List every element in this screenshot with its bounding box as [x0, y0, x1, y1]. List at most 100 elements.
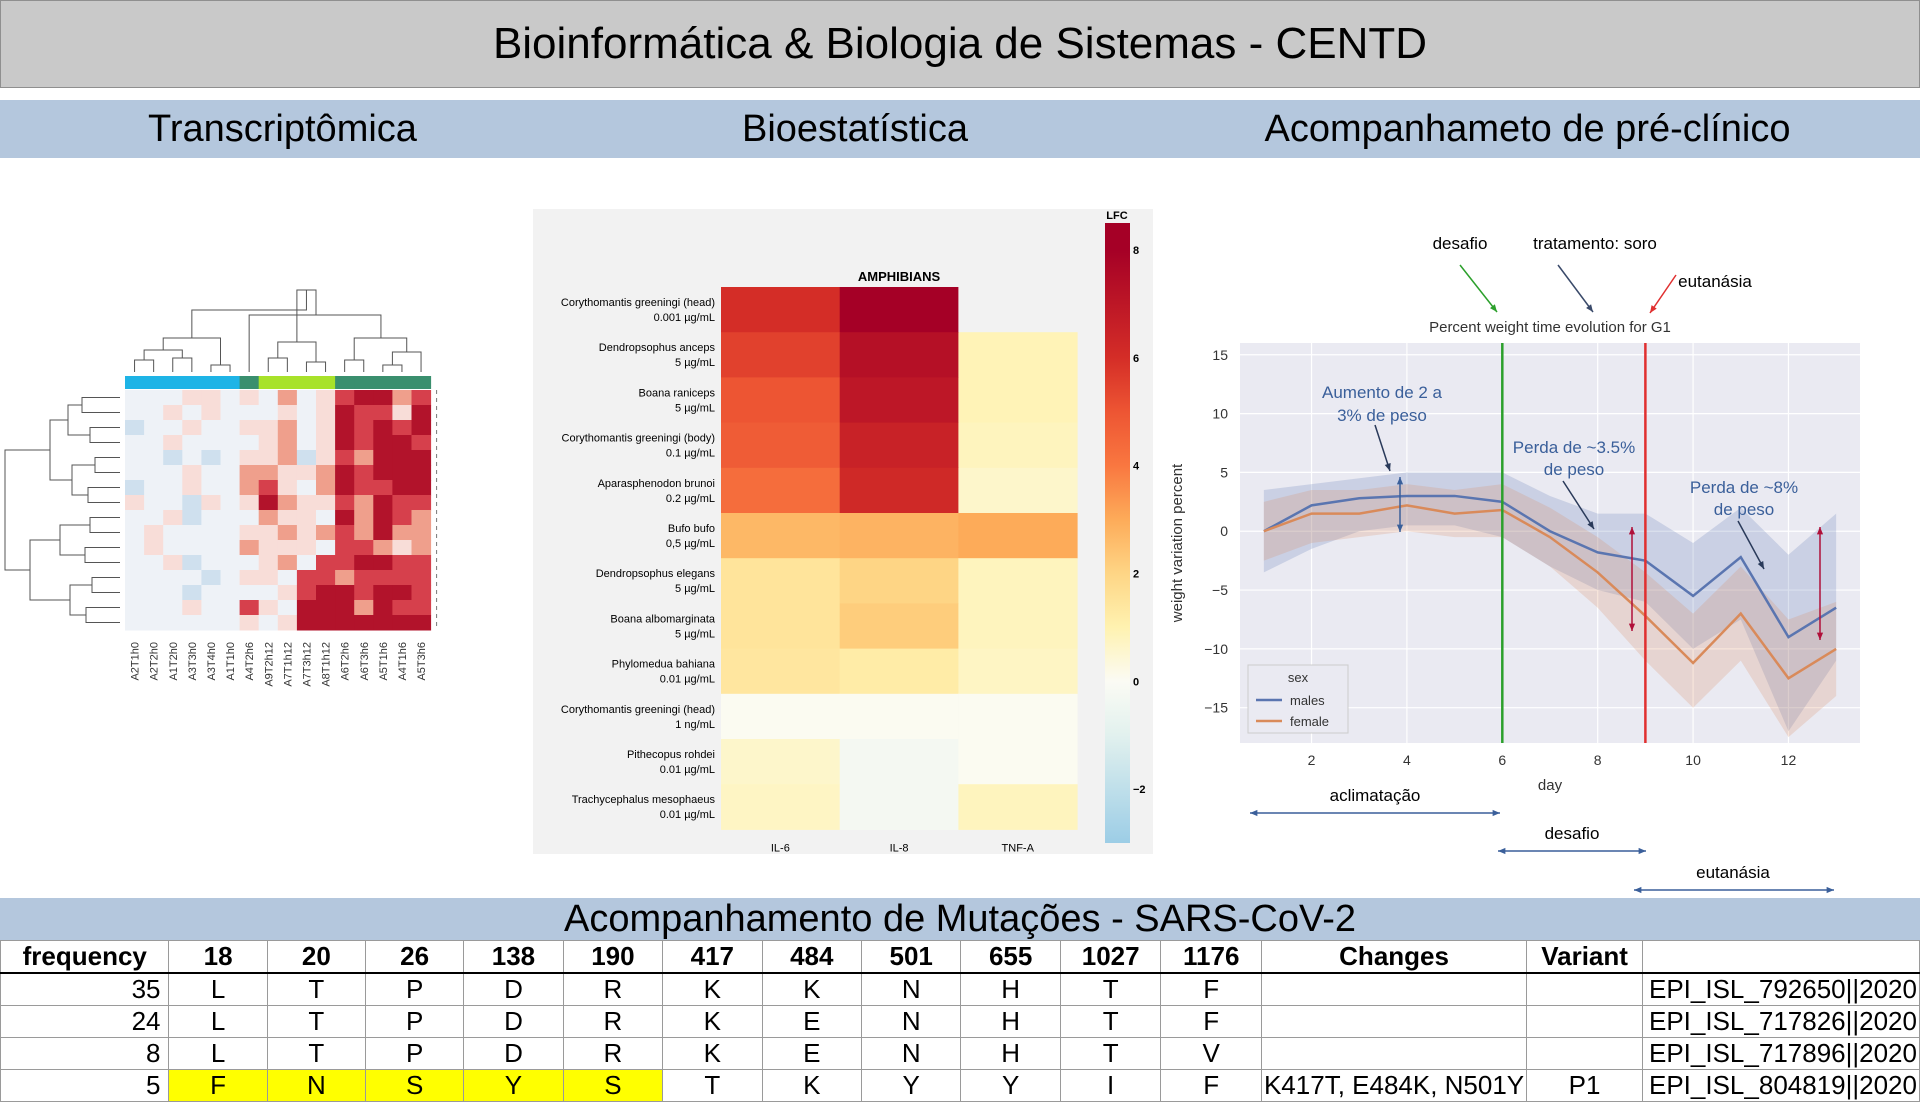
heatmap-cell	[373, 510, 393, 526]
mutations-table: frequency 18 20 26 138 190 417 484 501 655 1027 117…	[0, 940, 1920, 1102]
colorbar-tick: 4	[1133, 461, 1140, 473]
x-tick-label: 8	[1594, 752, 1602, 768]
heatmap-cell	[958, 648, 1078, 695]
heatmap-cell	[373, 570, 393, 586]
table-cell: 24	[0, 1005, 170, 1038]
heatmap-cell	[373, 435, 393, 451]
column-header: 655	[960, 940, 1061, 974]
heatmap-cell	[125, 390, 145, 406]
table-cell: N	[266, 1069, 366, 1102]
arrow-treatment-head	[1586, 304, 1593, 312]
group-color-cell	[373, 376, 393, 389]
column-label: A1T1h0	[225, 642, 237, 681]
heatmap-cell	[258, 510, 279, 526]
table-row: 24 L T P D R K E N H T F EPI_ISL_717826||2020	[0, 1005, 1920, 1038]
arrow-gain-head	[1384, 463, 1391, 471]
annotation-gain-line2: 3% de peso	[1337, 406, 1427, 425]
row-dendrogram	[4, 397, 120, 623]
table-cell: 8	[0, 1037, 170, 1070]
heatmap-cell	[163, 405, 183, 421]
heatmap-cell	[144, 570, 164, 586]
heatmap-cell	[125, 570, 145, 586]
heatmap-cell	[392, 600, 412, 616]
dendrogram-link	[49, 419, 72, 481]
dendrogram-link	[4, 449, 50, 571]
column-label: IL-8	[890, 842, 909, 854]
heatmap-cell	[958, 332, 1078, 378]
heatmap-cell	[144, 585, 164, 601]
heatmap-cell	[258, 570, 279, 586]
table-header-row: frequency 18 20 26 138 190 417 484 501 655 1027 117…	[0, 940, 1920, 974]
heatmap-cell	[182, 540, 202, 556]
heatmap-cell	[958, 693, 1078, 740]
table-cell: F	[168, 1069, 268, 1102]
heatmap-cell	[239, 525, 260, 541]
heatmap-cell	[335, 600, 355, 616]
table-cell: T	[266, 1037, 366, 1070]
heatmap-cell	[258, 390, 279, 406]
dendrogram-link	[134, 359, 155, 372]
column-label: A3T4h0	[206, 642, 218, 681]
table-cell: S	[562, 1069, 664, 1102]
heatmap-cell	[958, 784, 1078, 830]
heatmap-cell	[958, 287, 1078, 333]
row-label: Corythomantis greeningi (head)	[561, 297, 715, 309]
heatmap-cell	[839, 739, 959, 785]
heatmap-cell	[144, 405, 164, 421]
heatmap-cell	[392, 510, 412, 526]
heatmap-cell	[354, 390, 374, 406]
column-label: A1T2h0	[168, 642, 180, 681]
arrow-gain	[1374, 424, 1391, 472]
heatmap-cell	[958, 422, 1078, 469]
annotation-euthanasia: eutanásia	[1678, 272, 1752, 291]
table-cell: K	[761, 972, 862, 1006]
row-label: Phylomedua bahiana	[612, 659, 716, 671]
group-color-cell	[258, 376, 279, 389]
group-color-cell	[125, 376, 145, 389]
group-color-cell	[354, 376, 374, 389]
row-label: Corythomantis greeningi (body)	[562, 433, 715, 445]
heatmap-cell	[163, 540, 183, 556]
heatmap-cell	[392, 435, 412, 451]
column-header: 26	[364, 940, 465, 974]
heatmap-cell	[354, 405, 374, 421]
dendrogram-link	[248, 314, 382, 372]
heatmap-cell	[296, 465, 317, 481]
annotation-loss1-line2: de peso	[1544, 460, 1605, 479]
heatmap-cell	[354, 525, 374, 541]
table-cell: F	[1160, 972, 1262, 1006]
table-cell: EPI_ISL_717896||2020	[1642, 1037, 1920, 1070]
heatmap-cell	[239, 465, 260, 481]
table-cell: EPI_ISL_804819||2020	[1642, 1069, 1920, 1102]
heatmap-cell	[296, 615, 317, 631]
heatmap-cell	[239, 480, 260, 496]
heatmap-cell	[335, 525, 355, 541]
heatmap-cell	[201, 465, 221, 481]
heatmap-cell	[182, 450, 202, 466]
heatmap-cell	[239, 405, 260, 421]
table-cell: H	[960, 1005, 1061, 1038]
heatmap-cell	[411, 450, 432, 466]
heatmap-cell	[958, 558, 1078, 604]
heatmap-cell	[258, 420, 279, 436]
heatmap-cell	[220, 465, 241, 481]
table-cell	[1260, 1037, 1528, 1070]
heatmap-cell	[277, 450, 298, 466]
heatmap-cell	[258, 525, 279, 541]
table-cell	[1260, 1005, 1528, 1038]
heatmap-cell	[354, 420, 374, 436]
heatmap-cell	[125, 600, 145, 616]
period-acclimation-arrow-left-head	[1250, 809, 1258, 817]
row-dose: 5 µg/mL	[675, 357, 715, 369]
heatmap-cell	[721, 558, 841, 604]
heatmap-cell	[373, 555, 393, 571]
heatmap-cell	[316, 570, 336, 586]
heatmap-cell	[354, 600, 374, 616]
heatmap-cell	[182, 555, 202, 571]
lfc-heatmap: AMPHIBIANS Corythomantis greeningi (head)…	[533, 209, 1153, 854]
heatmap-cell	[144, 465, 164, 481]
table-cell: P1	[1526, 1069, 1643, 1102]
heatmap-cell	[721, 784, 841, 830]
heatmap-cell	[316, 450, 336, 466]
heatmap-cell	[296, 420, 317, 436]
